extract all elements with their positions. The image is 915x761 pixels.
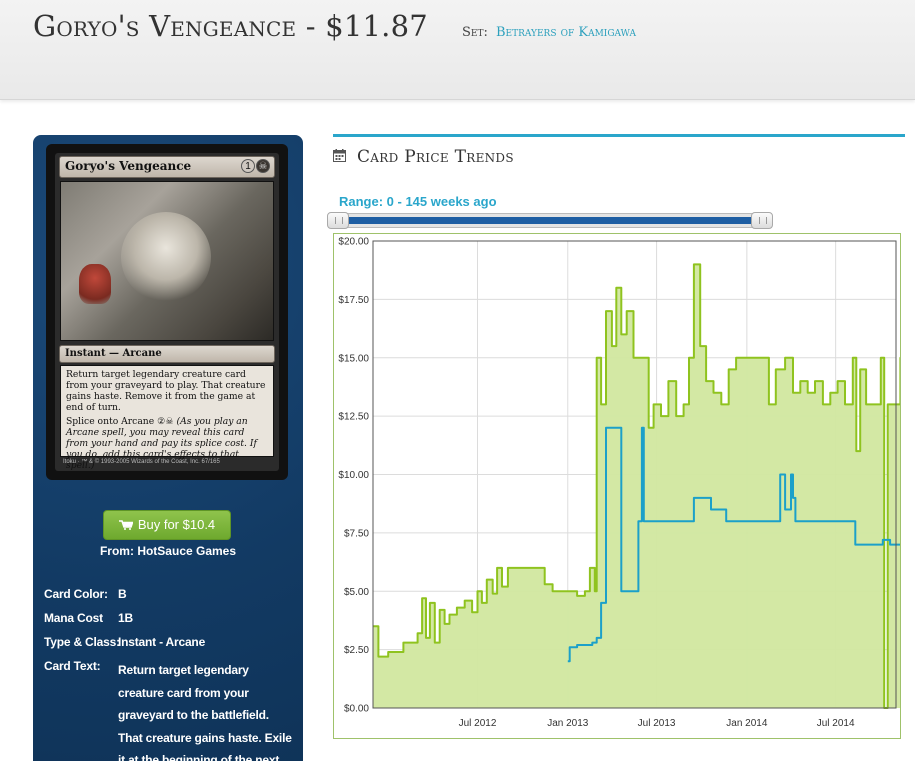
range-handle-start[interactable] [327, 212, 349, 229]
range-label: Range: 0 - 145 weeks ago [339, 194, 497, 209]
card-art [60, 181, 274, 341]
card-textbox: Return target legendary creature card fr… [60, 365, 274, 471]
black-mana-icon: ☠ [256, 159, 270, 173]
x-tick-label: Jan 2014 [726, 718, 768, 729]
card-image: Goryo's Vengeance 1 ☠ Instant — Arcane Re… [46, 144, 288, 480]
y-tick-label: $10.00 [338, 470, 369, 481]
x-tick-label: Jan 2013 [547, 718, 589, 729]
splice-cost-icon: ②☠ [157, 416, 174, 427]
x-tick-label: Jul 2014 [817, 718, 855, 729]
from-line: From: HotSauce Games [33, 544, 303, 558]
card-name: Goryo's Vengeance [65, 159, 192, 173]
detail-row-color: Card Color: B [44, 587, 294, 611]
y-tick-label: $5.00 [344, 587, 369, 598]
detail-row-type: Type & Class: Instant - Arcane [44, 635, 294, 659]
card-details: Card Color: B Mana Cost 1B Type & Class:… [44, 587, 294, 761]
y-tick-label: $0.00 [344, 704, 369, 715]
series-0-line [373, 263, 900, 709]
detail-value: 1B [118, 611, 133, 625]
price-chart-svg: $0.00 $2.50 $5.00 $7.50 $10.00 $12.50 $15.00 $1… [338, 237, 900, 729]
detail-key: Type & Class: [44, 635, 120, 649]
splice-reminder: (As you play an Arcane spell, you may re… [66, 416, 257, 471]
card-footer: Itoku · ™ & © 1993-2005 Wizards of the C… [63, 459, 220, 465]
cart-icon [118, 520, 133, 530]
card-splice: Splice onto Arcane ②☠ (As you play an Ar… [66, 416, 268, 471]
y-tick-label: $7.50 [344, 528, 369, 539]
series-1-line [567, 426, 900, 663]
detail-value: B [118, 587, 127, 601]
detail-row-mana: Mana Cost 1B [44, 611, 294, 635]
y-tick-label: $2.50 [344, 645, 369, 656]
plot-border [372, 240, 897, 709]
trends-title: Card Price Trends [357, 147, 514, 167]
detail-value: Instant - Arcane [118, 635, 206, 649]
card-frame: Goryo's Vengeance 1 ☠ Instant — Arcane Re… [55, 153, 279, 471]
detail-key: Mana Cost [44, 611, 103, 625]
series-0-area [373, 264, 900, 708]
store-name: HotSauce Games [137, 544, 237, 558]
set-label: Set: [462, 25, 488, 40]
art-spirit [121, 212, 211, 302]
card-type-line: Instant — Arcane [65, 348, 162, 359]
range-fill [342, 217, 757, 224]
splice-label: Splice onto Arcane [66, 416, 155, 427]
card-rules-text: Return target legendary creature card fr… [66, 369, 266, 413]
art-red-figure [79, 264, 111, 304]
detail-card-text: Return target legendary creature card fr… [118, 663, 292, 761]
section-rule [333, 134, 905, 137]
from-label: From: [99, 544, 134, 558]
card-type-bar: Instant — Arcane [59, 345, 275, 363]
detail-key: Card Text: [44, 659, 101, 673]
card-sidebar: Goryo's Vengeance 1 ☠ Instant — Arcane Re… [33, 135, 303, 761]
detail-row-text: Card Text: Return target legendary creat… [44, 659, 294, 761]
y-tick-label: $15.00 [338, 353, 369, 364]
y-tick-label: $12.50 [338, 412, 369, 423]
page-title: Goryo's Vengeance - $11.87 [33, 9, 428, 43]
y-tick-label: $17.50 [338, 295, 369, 306]
y-tick-label: $20.00 [338, 237, 369, 248]
range-handle-end[interactable] [751, 212, 773, 229]
card-name-bar: Goryo's Vengeance 1 ☠ [59, 156, 275, 178]
price-chart: $0.00 $2.50 $5.00 $7.50 $10.00 $12.50 $15.00 $1… [333, 233, 901, 739]
page-header: Goryo's Vengeance - $11.87 Set: Betrayer… [0, 0, 915, 100]
set-info: Set: Betrayers of Kamigawa [462, 25, 636, 40]
set-link[interactable]: Betrayers of Kamigawa [496, 25, 636, 40]
card-mana-cost: 1 ☠ [240, 159, 270, 173]
detail-key: Card Color: [44, 587, 108, 601]
range-slider[interactable] [327, 212, 773, 229]
buy-label: Buy for $10.4 [137, 517, 216, 532]
card-copyright: ™ & © 1993-2005 Wizards of the Coast, In… [81, 459, 220, 465]
calendar-icon [333, 149, 346, 162]
x-tick-label: Jul 2012 [459, 718, 497, 729]
generic-mana-icon: 1 [241, 159, 255, 173]
card-artist: Itoku [63, 459, 77, 465]
x-tick-label: Jul 2013 [638, 718, 676, 729]
buy-button[interactable]: Buy for $10.4 [103, 510, 231, 540]
